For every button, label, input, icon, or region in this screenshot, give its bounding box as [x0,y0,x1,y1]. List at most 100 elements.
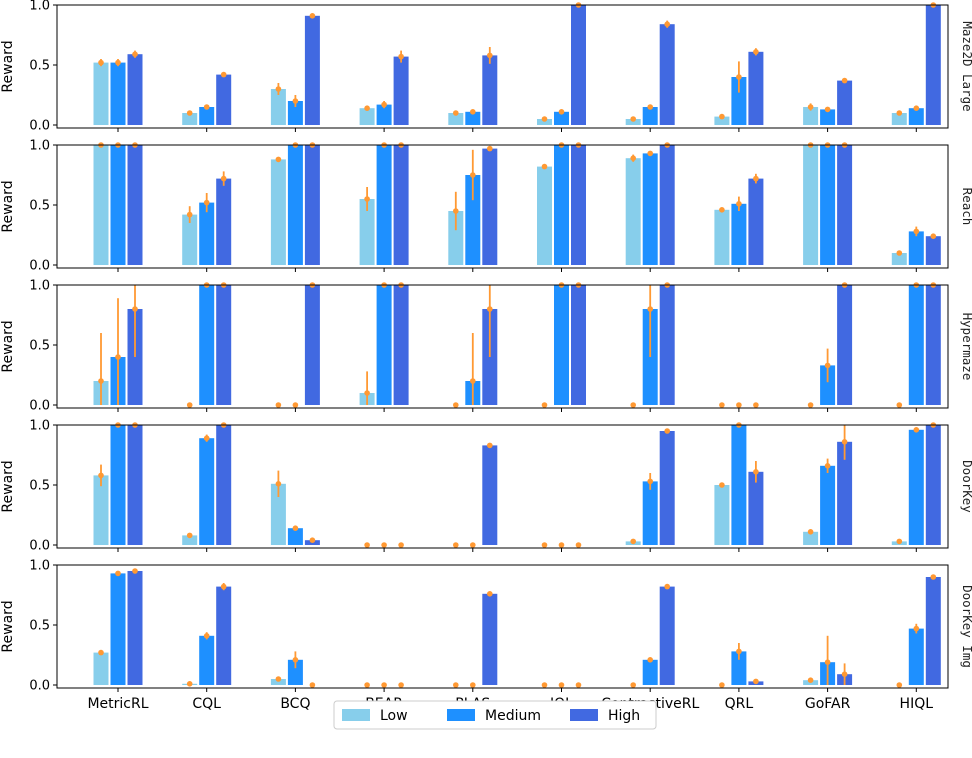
legend-box [333,700,657,730]
bar [482,55,498,125]
error-point [930,574,937,580]
bar [304,285,320,405]
error-point [186,532,193,539]
error-point [292,402,299,408]
y-axis-label: Reward [0,320,16,372]
bar [93,145,109,265]
error-point [647,306,653,312]
error-point [719,113,725,120]
bar [199,107,215,125]
panel-frame [56,284,949,409]
bar [216,425,232,545]
y-tick-label: 1.0 [29,279,50,294]
bar [110,573,126,685]
bar [731,203,747,265]
bar [891,253,907,265]
error-point [630,682,636,688]
error-point [719,402,725,408]
error-point [913,427,920,433]
error-point [736,402,742,408]
bar [393,145,409,265]
bar [837,145,853,265]
error-point [186,402,193,408]
bar [393,56,409,125]
error-point [736,74,742,80]
error-point [575,682,582,688]
bar [216,586,232,685]
error-point [364,390,370,396]
error-point [309,13,316,19]
bar [659,145,675,265]
error-point [453,682,459,688]
error-point [132,568,138,574]
x-tick-label: BCQ [280,696,310,712]
x-tick-label: CQL [192,696,221,712]
bar [127,145,143,265]
panel-title: Hypermaze [960,313,972,381]
y-tick-label: 0.5 [29,619,50,634]
y-tick-label: 0.5 [29,339,50,354]
bar [270,679,286,685]
bar [837,285,853,405]
bar [270,483,286,545]
error-point [575,542,582,548]
bar [925,285,941,405]
error-point [541,682,548,688]
error-point [896,682,903,688]
panel-title: Reach [960,188,972,226]
error-point [664,428,670,434]
bar [270,159,286,265]
error-point [824,463,831,469]
legend-label: High [608,708,640,724]
bar [482,148,498,265]
bar [571,145,586,265]
error-point [98,649,104,656]
error-point [309,682,316,688]
bar [659,24,675,126]
error-point [896,110,903,116]
bar [270,89,286,125]
bar [803,145,819,265]
error-point [487,591,493,597]
error-point [824,362,831,369]
error-point [203,199,210,206]
error-point [541,116,548,122]
legend-swatch [342,709,370,721]
error-point [753,469,759,475]
error-point [753,678,759,685]
error-point [186,681,193,687]
bar [110,425,126,545]
error-point [630,538,636,545]
bar [554,111,569,125]
error-point [558,542,565,548]
bar [554,285,569,405]
error-point [115,570,121,577]
bar [359,199,375,265]
bar [803,107,819,125]
error-point [807,677,814,683]
bar [554,145,569,265]
error-point [186,110,193,116]
bar [803,531,819,545]
bar [642,107,658,125]
bar [182,113,198,125]
x-tick-label: GoFAR [805,696,851,712]
bar [199,202,215,265]
bar [837,80,853,125]
error-point [753,49,759,55]
error-point [470,542,476,548]
bar [820,365,836,405]
panel-frame [56,144,949,269]
bar [925,425,941,545]
error-point [275,86,282,92]
bar [482,445,498,545]
bar [127,425,143,545]
error-point [558,109,565,115]
error-point [824,659,831,665]
error-point [470,109,476,115]
error-point [470,172,476,178]
bar [625,158,641,265]
error-point [541,402,548,408]
bar [448,211,464,265]
bar [908,285,924,405]
